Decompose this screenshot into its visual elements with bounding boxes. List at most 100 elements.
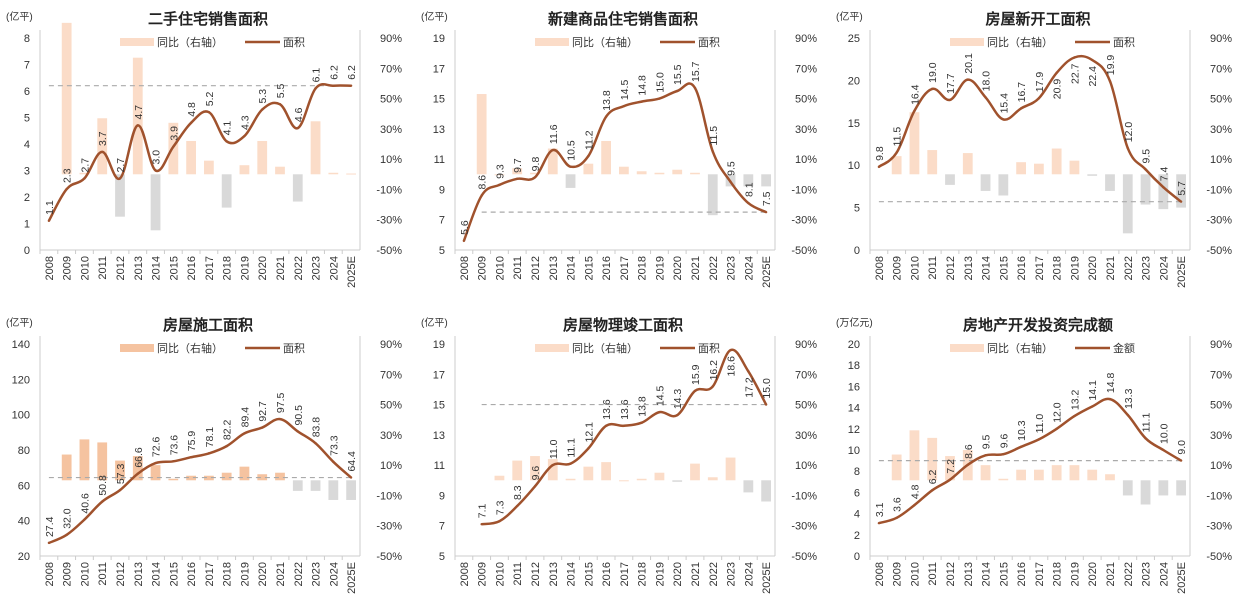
y-left-tick-label: 10 xyxy=(848,445,860,457)
y-right-tick-label: -30% xyxy=(791,521,817,533)
data-label: 5.7 xyxy=(1176,181,1188,196)
y-right-tick-label: 90% xyxy=(1210,33,1232,45)
line-point xyxy=(278,417,282,421)
yoy-bar xyxy=(583,163,594,175)
y-left-tick-label: 60 xyxy=(18,480,30,492)
y-right-tick-label: 90% xyxy=(795,339,817,351)
x-tick-label: 2011 xyxy=(927,256,939,280)
data-label: 13.6 xyxy=(601,399,613,420)
line-point xyxy=(877,165,881,169)
yoy-bar xyxy=(1016,469,1026,481)
y-right-tick-label: 90% xyxy=(795,33,817,45)
data-label: 17.9 xyxy=(1034,72,1046,93)
data-label: 83.8 xyxy=(311,417,323,438)
line-point xyxy=(622,104,626,108)
chart-new-commercial: 新建商品住宅销售面积 (亿平) 同比（右轴） 面积 5 7 9 11 13 15 17 19 -50% -… xyxy=(421,10,817,288)
line-point xyxy=(1019,445,1023,449)
line-point xyxy=(931,489,934,492)
data-label: 18.6 xyxy=(726,356,738,377)
data-label: 14.3 xyxy=(672,389,684,410)
line-point xyxy=(1037,97,1041,100)
x-tick-label: 2018 xyxy=(1052,562,1064,586)
x-tick-label: 2016 xyxy=(1016,562,1028,586)
line-point xyxy=(984,454,987,457)
y-right-tick-label: -50% xyxy=(791,245,817,257)
yoy-bar xyxy=(168,478,179,481)
x-tick-label: 2025E xyxy=(761,256,773,288)
line-series xyxy=(481,348,768,526)
y-right-tick-label: 10% xyxy=(795,154,817,166)
y-right-tick-label: -50% xyxy=(376,245,402,257)
y-left-tick-label: 100 xyxy=(12,410,30,422)
line-point xyxy=(1091,405,1094,408)
yoy-bar xyxy=(346,480,356,500)
line-point xyxy=(1073,56,1076,59)
line-series xyxy=(48,417,352,545)
x-tick-label: 2013 xyxy=(133,256,145,280)
data-label: 5.5 xyxy=(275,83,287,98)
yoy-bar xyxy=(998,174,1009,196)
x-tick-label: 2023 xyxy=(1141,256,1153,280)
x-tick-label: 2023 xyxy=(311,256,323,280)
data-label: 15.4 xyxy=(998,93,1010,114)
yoy-bar xyxy=(239,466,250,481)
yoy-bar xyxy=(707,477,718,481)
x-tick-label: 2009 xyxy=(892,562,904,586)
x-tick-label: 2013 xyxy=(963,256,975,280)
line-point xyxy=(587,154,590,158)
data-label: 13.8 xyxy=(637,396,649,417)
x-tick-label: 2018 xyxy=(637,562,649,586)
legend-label-line: 面积 xyxy=(283,36,305,49)
yoy-bar xyxy=(186,140,196,175)
legend-swatch-yoy xyxy=(535,344,569,352)
panel-under-construction: 房屋施工面积 (亿平) 同比（右轴） 面积 20 40 60 80 100 120 140 -50% -… xyxy=(0,306,415,612)
line-point xyxy=(1179,459,1183,462)
yoy-bar xyxy=(672,480,683,482)
line-point xyxy=(569,165,572,168)
yoy-bar xyxy=(1105,474,1115,481)
y-right-tick-label: -10% xyxy=(1206,490,1232,502)
y-left-tick-label: 9 xyxy=(439,184,445,196)
x-tick-label: 2015 xyxy=(583,562,595,586)
y-right-tick-label: 30% xyxy=(380,430,402,442)
yoy-bar xyxy=(761,174,771,187)
yoy-bar xyxy=(494,475,505,481)
x-tick-label: 2019 xyxy=(1069,562,1081,586)
y-left-tick-label: 18 xyxy=(848,360,860,372)
yoy-bar xyxy=(132,456,143,481)
data-label: 6.2 xyxy=(927,470,939,485)
data-label: 6.1 xyxy=(311,68,323,83)
yoy-bar xyxy=(743,174,754,187)
yoy-bar xyxy=(725,457,736,481)
y-right-tick-label: 50% xyxy=(1210,400,1232,412)
yoy-bar xyxy=(292,174,303,202)
panel-new-starts: 房屋新开工面积 (亿平) 同比（右轴） 面积 0 5 10 15 20 25 -50% -30% -10… xyxy=(830,0,1245,306)
line-point xyxy=(314,442,317,445)
data-label: 13.3 xyxy=(1123,388,1135,409)
x-tick-label: 2012 xyxy=(530,562,542,586)
x-tick-label: 2017 xyxy=(619,562,631,586)
yoy-bar xyxy=(79,439,90,481)
x-tick-label: 2016 xyxy=(186,562,198,586)
data-label: 4.3 xyxy=(239,115,251,130)
line-point xyxy=(118,177,122,180)
yoy-bar xyxy=(1105,174,1115,191)
legend-label-line: 金额 xyxy=(1113,341,1135,355)
yoy-bar xyxy=(1051,465,1062,481)
x-tick-label: 2018 xyxy=(222,256,234,280)
data-label: 22.4 xyxy=(1087,66,1099,87)
line-series xyxy=(47,83,352,222)
x-tick-label: 2008 xyxy=(44,256,56,280)
line-point xyxy=(65,533,68,536)
data-label: 22.7 xyxy=(1069,63,1081,84)
line-point xyxy=(895,516,898,520)
line-point xyxy=(1144,168,1147,171)
y-left-tick-label: 12 xyxy=(848,424,860,436)
legend: 同比（右轴） 面积 xyxy=(120,35,305,49)
x-tick-label: 2008 xyxy=(459,562,471,586)
legend: 同比（右轴） 金额 xyxy=(950,341,1135,355)
line-point xyxy=(711,385,714,388)
yoy-bar xyxy=(1140,174,1151,205)
y-right-tick-label: 70% xyxy=(1210,63,1232,75)
line-point xyxy=(261,108,264,111)
